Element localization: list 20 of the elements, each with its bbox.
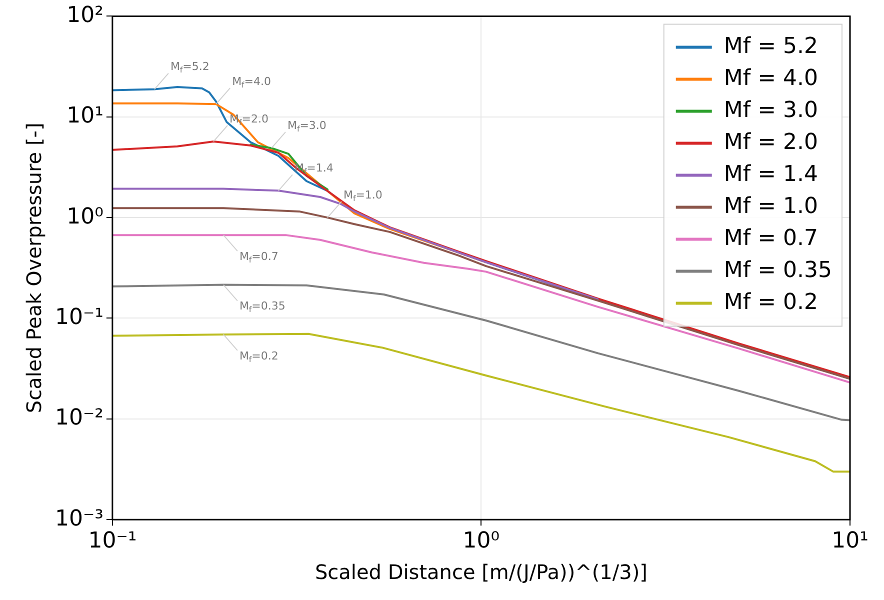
legend-label: Mf = 0.2	[724, 290, 818, 315]
y-axis-title: Scaled Peak Overpressure [-]	[22, 122, 46, 414]
x-axis-title: Scaled Distance [m/(J/Pa))^(1/3)]	[314, 560, 648, 584]
x-tick-label: 10¹	[832, 528, 868, 554]
legend-label: Mf = 4.0	[724, 66, 818, 91]
legend-label: Mf = 3.0	[724, 98, 818, 123]
y-tick-label: 10⁰	[66, 204, 104, 230]
x-tick-label: 10⁻¹	[88, 528, 137, 554]
legend-label: Mf = 0.35	[724, 258, 832, 283]
x-tick-label: 10⁰	[462, 528, 500, 554]
legend-label: Mf = 0.7	[724, 226, 818, 251]
y-tick-label: 10⁻³	[54, 506, 104, 532]
y-tick-label: 10¹	[66, 104, 104, 129]
y-tick-label: 10⁻²	[54, 406, 104, 431]
legend-label: Mf = 5.2	[724, 34, 818, 59]
legend-label: Mf = 1.0	[724, 194, 818, 219]
y-tick-label: 10²	[66, 2, 104, 28]
legend-label: Mf = 2.0	[724, 130, 818, 155]
y-tick-label: 10⁻¹	[54, 304, 104, 330]
legend-label: Mf = 1.4	[724, 162, 818, 187]
